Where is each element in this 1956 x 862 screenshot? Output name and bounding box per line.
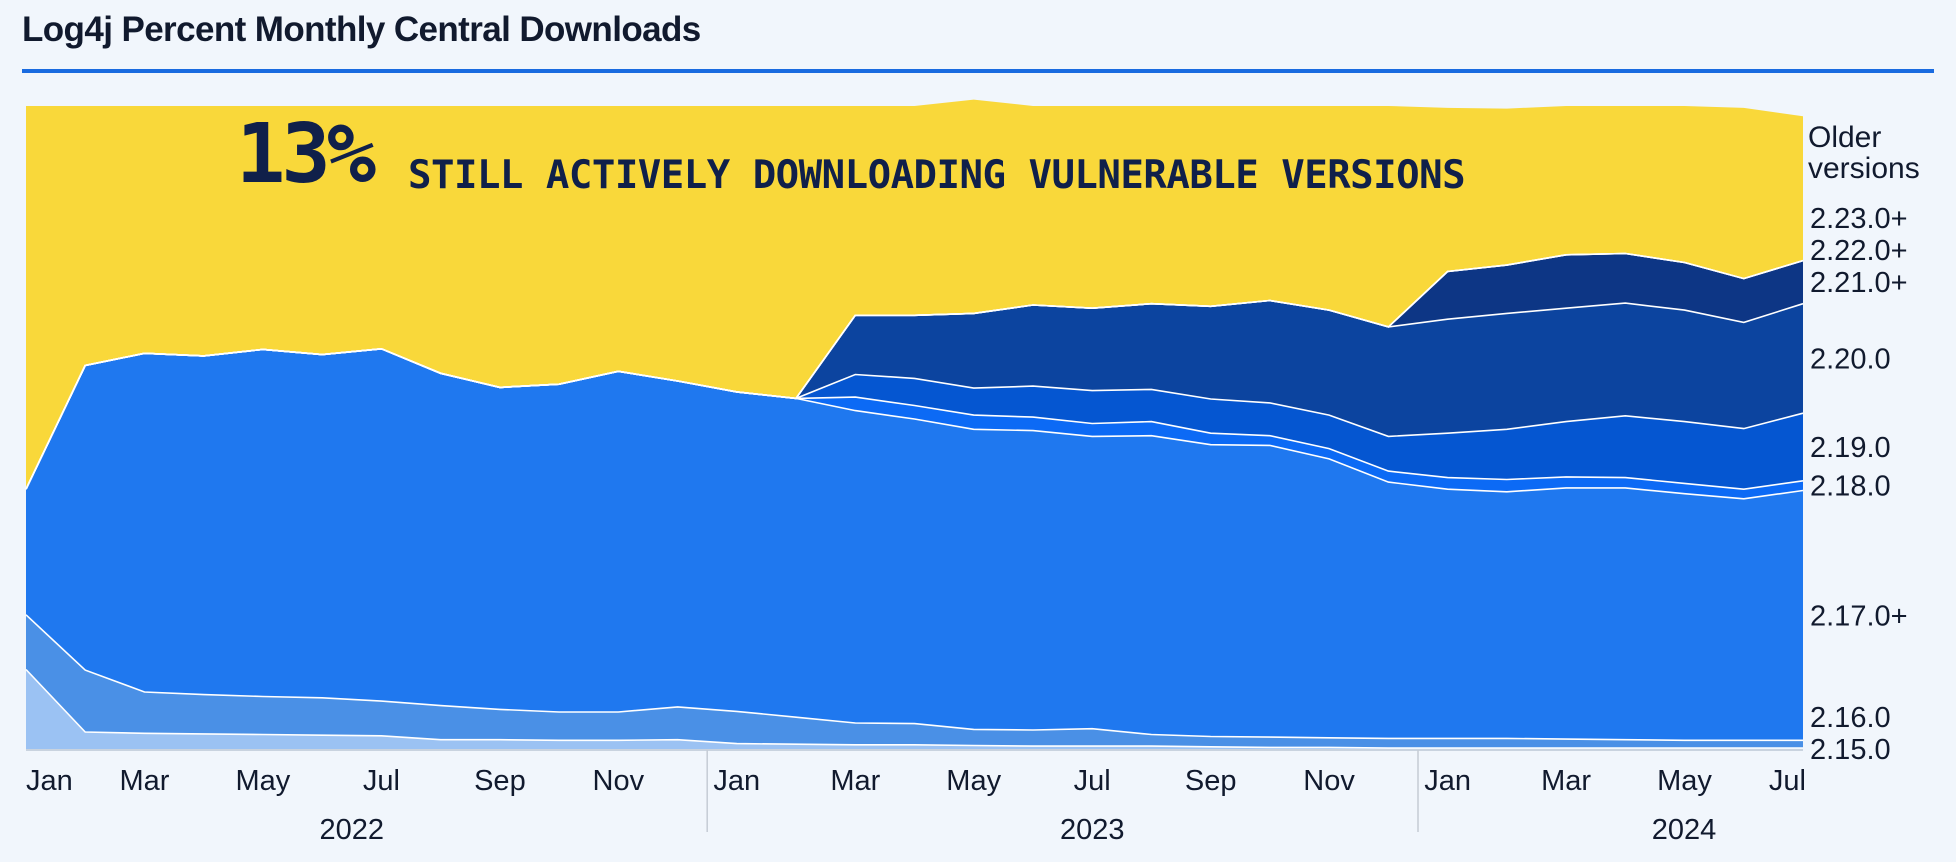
series-label-2-17-0: 2.17.0+ [1810,600,1908,632]
x-tick-label: Sep [474,765,526,797]
series-label-older-versions: Older versions [1808,122,1920,184]
area-2-21-0 [26,253,1803,490]
x-tick-label: Mar [120,765,170,797]
series-boundary-line [25,614,1803,742]
x-year-label: 2024 [1652,814,1717,846]
series-label-2-21-0: 2.21.0+ [1810,267,1908,299]
year-dividers [706,750,1419,832]
area-2-17-0 [26,348,1803,741]
x-tick-label: Mar [830,765,880,797]
series-label-2-15-0: 2.15.0 [1810,734,1891,766]
x-tick-label: Jan [26,765,73,797]
x-tick-label: Nov [1303,765,1355,797]
series-label-older-versions-text: Older versions [1808,121,1920,185]
x-tick-label: Nov [593,765,645,797]
title-rule [22,69,1934,73]
x-tick-label: May [946,765,1001,797]
x-tick-label: May [236,765,291,797]
area-2-18-0 [26,348,1803,499]
x-year-label: 2022 [320,814,385,846]
area-older-versions [26,99,1803,490]
series-label-2-16-0: 2.16.0 [1810,702,1891,734]
series-labels: 2.15.02.16.0 2.17.0+ 2.18.0 2.19.0 2.20.0 2.2… [1810,203,1908,766]
chart-title: Log4j Percent Monthly Central Downloads [22,10,701,49]
series-boundary-line [25,252,1804,490]
x-tick-label: Jul [1769,765,1806,797]
x-tick-label: Jan [713,765,760,797]
x-axis: Jan Mar May Jul Sep Nov Jan Mar May Jul Sep Nov Jan M… [26,765,1806,846]
x-tick-label: May [1657,765,1712,797]
area-2-15-0 [26,669,1803,750]
series-boundary-line [25,668,1803,749]
area-2-16-0 [26,614,1803,749]
area-2-20-0 [26,300,1803,490]
x-tick-label: Jan [1424,765,1471,797]
area-2-19-0 [26,348,1803,490]
x-year-label: 2023 [1060,814,1125,846]
headline-percent: 13% [236,107,376,202]
series-label-2-20-0: 2.20.0 [1810,343,1891,375]
x-tick-label: Mar [1541,765,1591,797]
series-label-2-23-0: 2.23.0+ [1810,203,1908,235]
chart-areas [25,99,1804,751]
x-tick-label: Jul [363,765,400,797]
series-label-2-19-0: 2.19.0 [1810,432,1891,464]
x-tick-label: Jul [1074,765,1111,797]
series-label-2-22-0: 2.22.0+ [1810,235,1908,267]
x-tick-label: Sep [1185,765,1237,797]
headline-text: STILL ACTIVELY DOWNLOADING VULNERABLE VE… [408,153,1466,198]
series-label-2-18-0: 2.18.0 [1810,471,1891,503]
